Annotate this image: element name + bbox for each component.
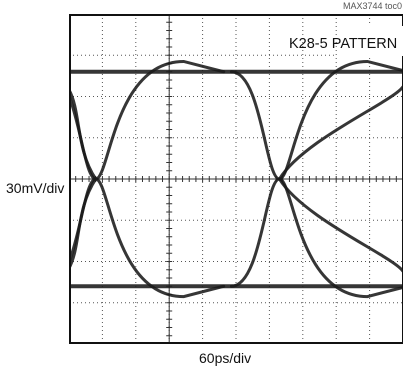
x-axis-label: 60ps/div (199, 350, 252, 366)
title-backdrop (337, 26, 403, 56)
document-id: MAX3744 toc0 (343, 1, 403, 11)
chart-title: K28-5 PATTERN (289, 36, 397, 52)
eye-right-exit-lower (277, 177, 403, 273)
eye-left-entry-lower (69, 177, 98, 270)
eye-left-entry-upper (69, 88, 98, 181)
plot-svg: K28-5 PATTERN (69, 14, 403, 344)
plot-border (69, 14, 403, 344)
y-axis-label: 30mV/div (6, 180, 65, 196)
eye-diagram-plot: K28-5 PATTERN (69, 14, 403, 344)
eye-right-exit-upper (277, 85, 403, 181)
